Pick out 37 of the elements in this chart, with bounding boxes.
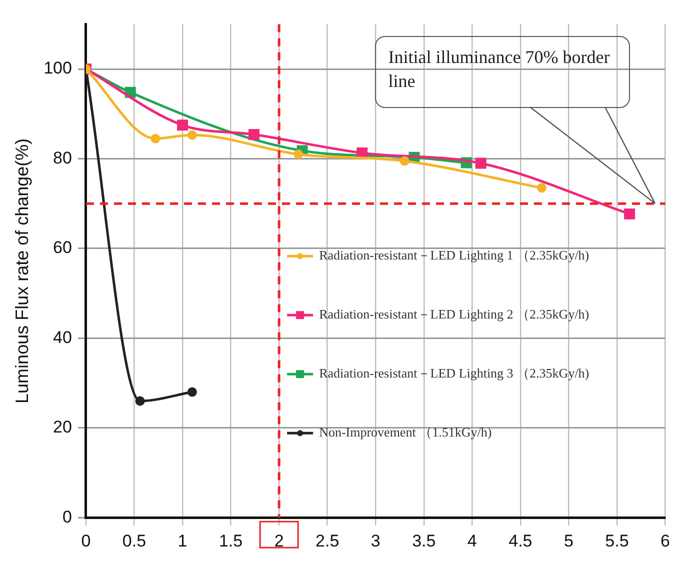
point (135, 396, 145, 406)
x-tick-label: 6 (660, 531, 670, 550)
x-tick-label: 4 (467, 531, 477, 550)
x-tick-label: 5.5 (605, 531, 629, 550)
point (294, 150, 304, 160)
legend-label: Radiation-resistant－LED Lighting 2 （2.35kGy/h) (319, 306, 590, 322)
legend-label: Non-Improvement （1.51kGy/h) (319, 424, 492, 440)
annotation: Initial illuminance 70% border line (375, 36, 630, 108)
point (150, 134, 160, 144)
legend-label: Radiation-resistant－LED Lighting 1 （2.35kGy/h) (319, 248, 590, 263)
x-tick-label: 2.5 (316, 531, 340, 550)
y-tick-label: 40 (53, 328, 72, 347)
legend-label: Radiation-resistant－LED Lighting 3 （2.35kGy/h) (319, 366, 590, 381)
point (187, 130, 197, 140)
y-tick-label: 80 (53, 148, 72, 168)
point (536, 183, 546, 193)
y-tick-label: 20 (53, 418, 72, 437)
point (400, 156, 410, 166)
x-tick-label: 4.5 (508, 531, 532, 550)
x-tick-label: 0 (81, 531, 91, 550)
y-tick-label: 0 (62, 507, 72, 526)
point (187, 387, 197, 397)
x-tick-label: 0.5 (122, 531, 146, 550)
x-tick-label: 1.5 (218, 531, 243, 550)
y-axis-title: Luminous Flux rate of change(%) (12, 138, 32, 404)
point (248, 129, 260, 140)
x-tick-label: 1 (178, 531, 188, 550)
x-tick-label: 2 (274, 531, 284, 550)
x-tick-label: 3.5 (412, 531, 436, 550)
speech-bubble: Initial illuminance 70% border line (375, 36, 658, 206)
point (624, 208, 636, 220)
point (475, 158, 486, 169)
y-tick-label: 60 (53, 238, 72, 258)
x-tick-label: 5 (564, 531, 574, 550)
y-tick-label: 100 (44, 58, 72, 78)
x-tick-label: 3 (370, 531, 380, 550)
point (177, 120, 188, 131)
